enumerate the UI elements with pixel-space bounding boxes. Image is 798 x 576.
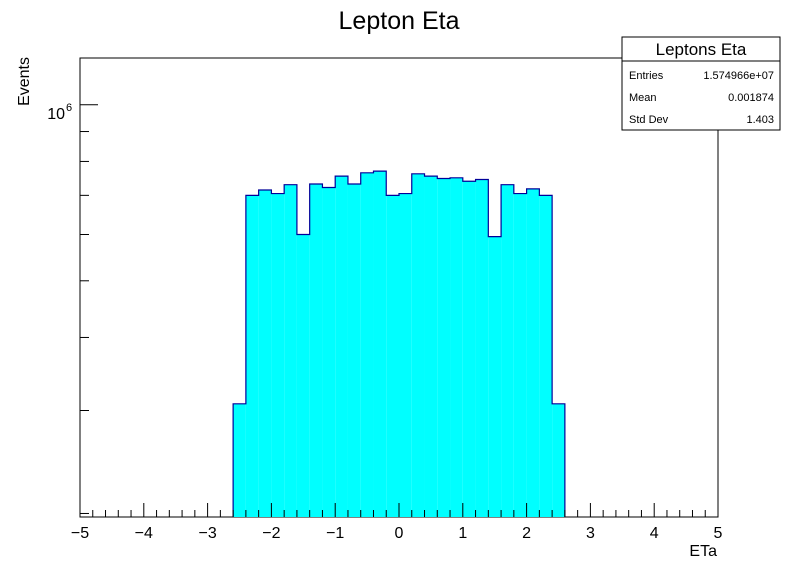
histogram-bar (450, 177, 463, 517)
stats-box-title: Leptons Eta (656, 40, 747, 59)
y-axis (80, 104, 98, 514)
histogram-bar (386, 195, 399, 517)
stats-label-entries: Entries (629, 70, 664, 82)
x-tick-label: −1 (326, 525, 344, 542)
histogram-bar (552, 403, 565, 517)
histogram-bar (462, 181, 476, 518)
y-tick-label-base: 10 (47, 106, 65, 123)
stats-value-entries: 1.574966e+07 (703, 70, 774, 82)
stats-box-frame (621, 36, 781, 131)
histogram-bar (309, 183, 323, 517)
histogram-bar (488, 236, 502, 518)
histogram-bar (347, 183, 361, 517)
histogram-bar (373, 171, 387, 517)
histogram-bar (475, 179, 489, 518)
x-tick-label: −4 (135, 525, 153, 542)
x-tick-label: 4 (650, 525, 659, 542)
y-tick-label: 10 (47, 106, 65, 123)
histogram-bar (245, 195, 259, 517)
histogram-bar (411, 173, 425, 518)
histogram-bars (232, 170, 566, 518)
histogram-bar (399, 193, 412, 518)
x-tick-label: 2 (522, 525, 531, 542)
stats-label-stddev: Std Dev (629, 114, 669, 126)
x-tick-label: 5 (714, 525, 723, 542)
chart-title: Lepton Eta (339, 7, 460, 35)
histogram-bar (513, 193, 527, 518)
stats-value-stddev: 1.403 (746, 114, 774, 126)
stats-value-mean: 0.001874 (728, 92, 774, 104)
x-axis-label: ETa (689, 543, 717, 560)
histogram-bar (539, 195, 553, 517)
histogram-bar (296, 234, 310, 517)
histogram-bar (526, 188, 540, 518)
y-axis-label: Events (16, 57, 33, 106)
x-tick-label: 3 (586, 525, 595, 542)
histogram-bar (258, 189, 272, 517)
histogram-bar (360, 172, 374, 517)
x-tick-label: −5 (71, 525, 89, 542)
stats-box: Leptons Eta Entries 1.574966e+07 Mean 0.… (621, 36, 781, 131)
histogram-bar (233, 403, 246, 517)
x-tick-label: −2 (262, 525, 280, 542)
histogram-bar (437, 178, 451, 518)
histogram-bar (335, 176, 348, 517)
x-tick-label: −3 (198, 525, 216, 542)
histogram-bar (322, 187, 336, 518)
histogram-bar (501, 184, 514, 517)
histogram-outline (232, 170, 566, 517)
x-tick-label: 1 (458, 525, 467, 542)
histogram-bar (284, 184, 297, 517)
histogram-bar (271, 193, 285, 518)
histogram-bar (424, 176, 438, 517)
x-tick-label: 0 (395, 525, 404, 542)
x-axis: −5 −4 −3 −2 −1 0 1 2 3 4 5 (71, 503, 723, 542)
y-tick-label-exponent: 6 (66, 102, 72, 114)
stats-label-mean: Mean (629, 92, 657, 104)
